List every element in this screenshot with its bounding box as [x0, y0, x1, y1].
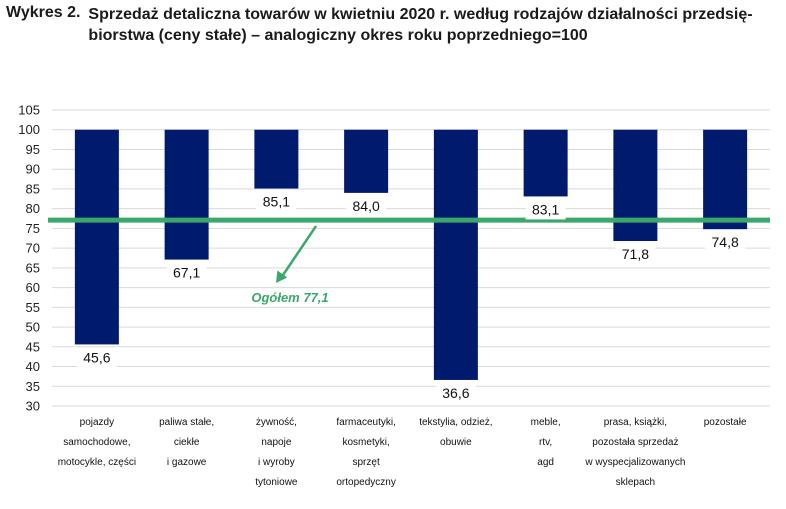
- category-label: pojazdy: [80, 417, 114, 428]
- category-label: tekstylia, odzież,: [419, 417, 492, 428]
- y-tick-label: 90: [26, 162, 40, 177]
- category-label: i wyroby: [258, 457, 295, 468]
- category-label: kosmetyki,: [343, 437, 390, 448]
- category-label: ortopedyczny: [336, 477, 395, 488]
- category-label: meble,: [531, 417, 561, 428]
- category-label: i gazowe: [167, 457, 207, 468]
- bar: [523, 129, 568, 197]
- category-label: napoje: [261, 437, 291, 448]
- total-arrow-head: [276, 270, 288, 283]
- bar: [254, 129, 299, 189]
- bar: [703, 129, 748, 230]
- y-tick-label: 55: [26, 300, 40, 315]
- y-tick-label: 40: [26, 359, 40, 374]
- y-tick-label: 45: [26, 339, 40, 354]
- value-label: 71,8: [622, 246, 649, 262]
- value-label: 67,1: [173, 265, 200, 281]
- value-label-bg: [166, 262, 207, 283]
- y-axis-ticks: 105 100 95 90 85 80 75 70 65 60 55 50 45 40 35 30: [18, 103, 40, 414]
- chart-title-block: Wykres 2. Sprzedaż detaliczna towarów w …: [6, 4, 782, 46]
- y-tick-label: 105: [18, 103, 40, 118]
- category-label: w wyspecjalizowanych: [584, 457, 685, 468]
- value-label-bg: [525, 199, 566, 220]
- category-label: motocykle, części: [58, 457, 136, 468]
- chart-title: Sprzedaż detaliczna towarów w kwietniu 2…: [88, 6, 753, 44]
- category-label: prasa, książki,: [604, 417, 667, 428]
- category-label: farmaceutyki,: [336, 417, 395, 428]
- category-label: sklepach: [616, 477, 655, 488]
- total-label: Ogółem 77,1: [251, 290, 328, 305]
- y-tick-label: 95: [26, 142, 40, 157]
- bar: [433, 129, 478, 380]
- total-arrow-shaft: [279, 225, 318, 279]
- value-label-bg: [705, 232, 746, 253]
- y-tick-label: 100: [18, 122, 40, 137]
- value-label: 36,6: [442, 385, 469, 401]
- value-label: 85,1: [263, 194, 290, 210]
- bar: [74, 129, 119, 345]
- category-label: tytoniowe: [255, 477, 298, 488]
- bar: [164, 129, 209, 260]
- value-label: 83,1: [532, 201, 559, 217]
- category-labels: pojazdy samochodowe, motocykle, części pali…: [58, 417, 747, 488]
- y-tick-label: 60: [26, 280, 40, 295]
- y-tick-label: 30: [26, 399, 40, 414]
- y-tick-label: 80: [26, 201, 40, 216]
- value-label-bg: [435, 382, 476, 403]
- value-label-bg: [615, 244, 656, 265]
- category-label: pozostałe: [704, 417, 747, 428]
- y-tick-label: 50: [26, 320, 40, 335]
- y-tick-label: 70: [26, 241, 40, 256]
- category-label: ciekłe: [174, 437, 200, 448]
- chart-title-prefix: Wykres 2.: [6, 4, 81, 21]
- category-label: żywność,: [256, 417, 297, 428]
- category-label: obuwie: [440, 437, 472, 448]
- bar: [613, 129, 658, 242]
- value-label: 74,8: [712, 234, 739, 250]
- category-label: paliwa stałe,: [159, 417, 214, 428]
- category-label: agd: [537, 457, 554, 468]
- y-tick-label: 65: [26, 260, 40, 275]
- value-labels: 45,6 67,1 85,1 84,0 36,6 83,1 71,8 74,8: [76, 191, 746, 403]
- value-label: 45,6: [83, 349, 110, 365]
- value-label-bg: [256, 191, 297, 212]
- value-label-bg: [346, 195, 387, 216]
- y-tick-label: 75: [26, 221, 40, 236]
- value-label: 84,0: [353, 198, 380, 214]
- total-line-group: Ogółem 77,1: [48, 217, 770, 305]
- gridlines: [52, 109, 770, 407]
- y-tick-label: 85: [26, 181, 40, 196]
- category-label: samochodowe,: [63, 437, 130, 448]
- y-tick-label: 35: [26, 379, 40, 394]
- value-label-bg: [76, 347, 117, 368]
- category-label: pozostała sprzedaż: [592, 437, 678, 448]
- bar: [344, 129, 389, 193]
- category-label: sprzęt: [353, 457, 380, 468]
- category-label: rtv,: [539, 437, 552, 448]
